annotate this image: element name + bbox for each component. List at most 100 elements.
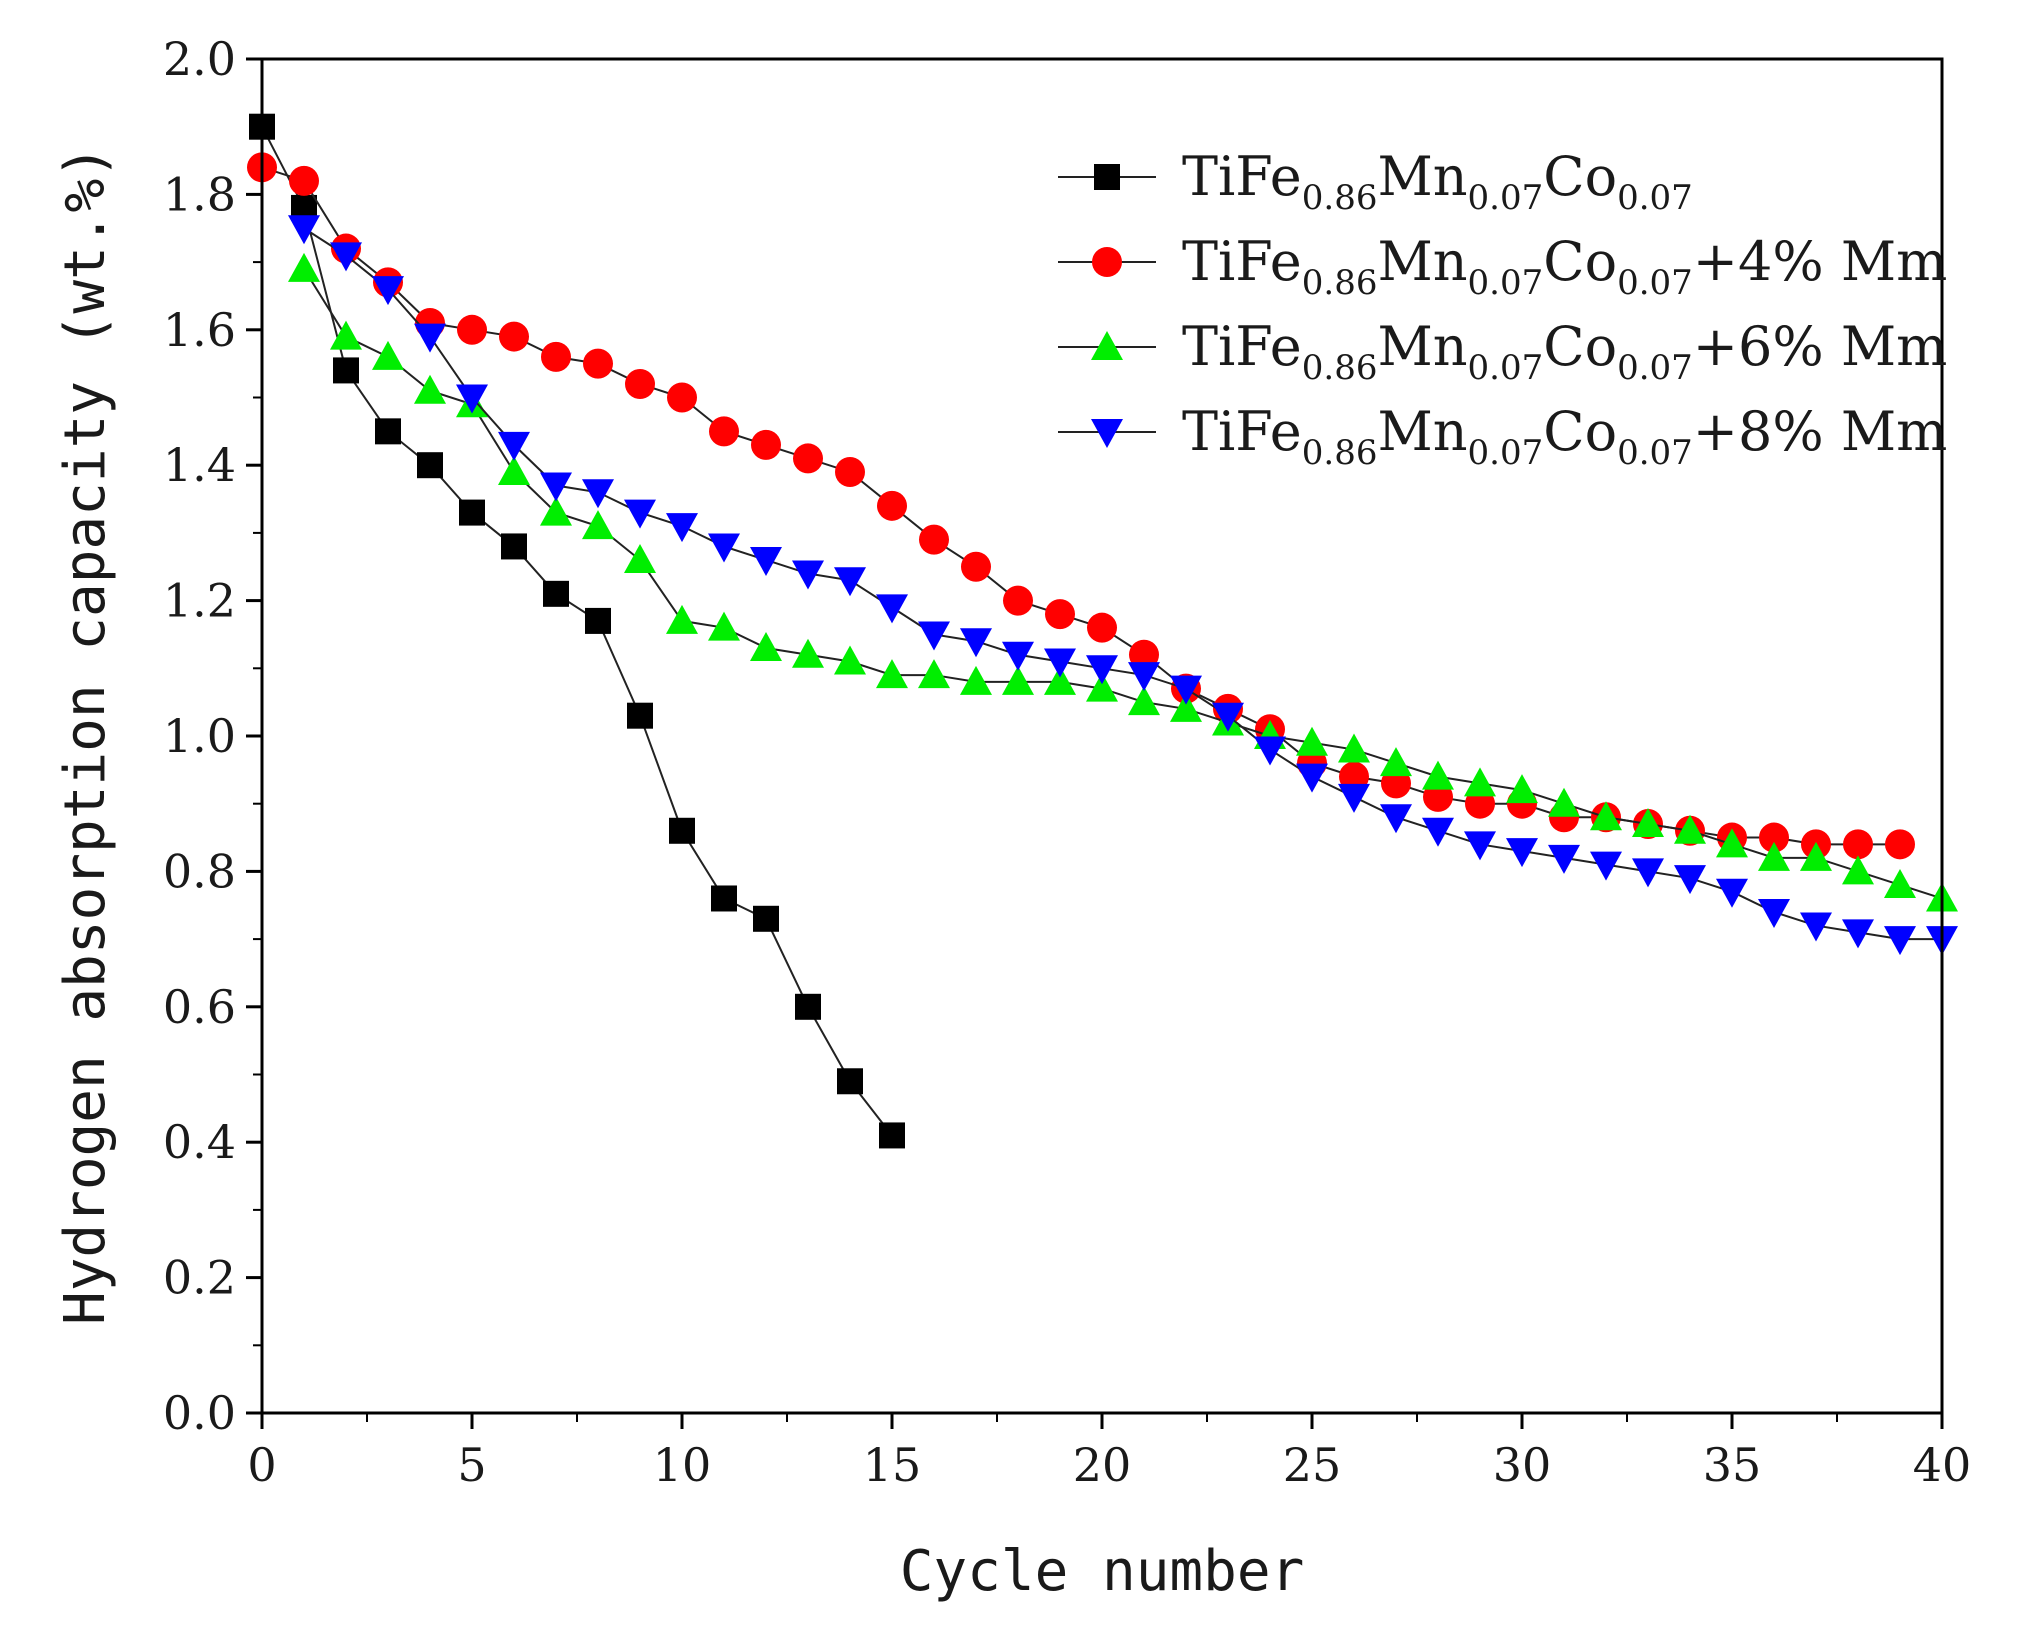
legend-label: TiFe0.86Mn0.07Co0.07+4% Mm — [1182, 230, 1947, 303]
data-point — [1003, 585, 1033, 616]
legend-entry-3: TiFe0.86Mn0.07Co0.07+6% Mm — [1058, 315, 1947, 388]
data-point — [667, 382, 697, 413]
data-point — [372, 276, 404, 306]
data-point — [961, 551, 991, 582]
data-point — [582, 510, 614, 540]
data-point — [1632, 808, 1664, 838]
data-point — [541, 341, 571, 372]
series-3 — [288, 252, 1958, 912]
data-point — [498, 431, 530, 461]
legend-marker — [1092, 247, 1122, 277]
data-point — [708, 533, 740, 563]
series-1 — [249, 113, 905, 1149]
data-point — [1002, 665, 1034, 695]
data-point — [708, 611, 740, 641]
data-point — [1086, 672, 1118, 702]
axis-labels: Cycle number Hydrogen absorption capacit… — [53, 145, 1304, 1604]
data-point — [625, 368, 655, 399]
data-point — [1506, 838, 1538, 868]
data-point — [1590, 851, 1622, 881]
data-point — [834, 645, 866, 675]
y-tick-label: 0.2 — [163, 1251, 236, 1305]
data-point — [1843, 829, 1873, 860]
data-point — [1884, 868, 1916, 898]
data-point — [627, 702, 653, 729]
data-point — [289, 165, 319, 196]
y-tick-label: 1.0 — [163, 709, 236, 763]
data-point — [1338, 733, 1370, 763]
data-point — [1759, 822, 1789, 853]
data-point — [1044, 648, 1076, 678]
data-point — [960, 665, 992, 695]
data-point — [1506, 774, 1538, 804]
data-point — [753, 905, 779, 932]
data-point — [1044, 665, 1076, 695]
y-tick-label: 1.4 — [163, 438, 236, 492]
series-4 — [288, 215, 1958, 956]
data-point — [457, 314, 487, 345]
plot-area — [247, 113, 1958, 1149]
data-point — [1758, 841, 1790, 871]
data-point — [835, 456, 865, 487]
legend-entry-2: TiFe0.86Mn0.07Co0.07+4% Mm — [1058, 230, 1947, 303]
data-point — [459, 499, 485, 526]
x-axis-title: Cycle number — [900, 1539, 1305, 1604]
data-point — [876, 594, 908, 624]
data-point — [624, 499, 656, 529]
data-point — [751, 429, 781, 460]
data-point — [1086, 655, 1118, 685]
data-point — [918, 621, 950, 651]
legend: TiFe0.86Mn0.07Co0.07 TiFe0.86Mn0.07Co0.07… — [1058, 145, 1947, 473]
data-point — [1885, 829, 1915, 860]
x-tick-label: 0 — [247, 1438, 276, 1492]
x-tick-label: 35 — [1703, 1438, 1762, 1492]
data-point — [1087, 612, 1117, 643]
x-tick-label: 20 — [1073, 1438, 1132, 1492]
data-point — [288, 215, 320, 245]
data-point — [543, 580, 569, 607]
legend-entry-1: TiFe0.86Mn0.07Co0.07 — [1058, 145, 1693, 218]
x-tick-label: 25 — [1283, 1438, 1342, 1492]
data-point — [1170, 675, 1202, 705]
data-point — [1338, 783, 1370, 813]
data-point — [709, 416, 739, 447]
data-point — [1590, 801, 1622, 831]
data-point — [1422, 760, 1454, 790]
data-point — [333, 357, 359, 384]
x-tick-label: 5 — [457, 1438, 486, 1492]
data-point — [876, 659, 908, 689]
data-point — [1842, 919, 1874, 949]
data-point — [456, 384, 488, 414]
data-point — [1296, 726, 1328, 756]
y-axis-title: Hydrogen absorption capacity (wt.%) — [53, 145, 118, 1325]
data-point — [919, 524, 949, 555]
data-point — [1254, 736, 1286, 766]
data-point — [1800, 841, 1832, 871]
data-point — [1212, 702, 1244, 732]
series-line — [303, 227, 1942, 941]
y-tick-label: 0.6 — [163, 980, 236, 1034]
data-point — [795, 993, 821, 1020]
data-point — [666, 604, 698, 634]
x-tick-label: 15 — [863, 1438, 922, 1492]
legend-label: TiFe0.86Mn0.07Co0.07+8% Mm — [1182, 400, 1947, 473]
data-point — [1674, 865, 1706, 895]
data-point — [501, 533, 527, 560]
data-point — [711, 885, 737, 912]
y-tick-label: 2.0 — [163, 32, 236, 86]
series-2 — [247, 152, 1915, 860]
data-point — [582, 479, 614, 509]
data-point — [1758, 899, 1790, 929]
axes: 0 5 10 15 20 25 30 35 40 0.0 0.2 0.4 0.6 0.8 1.0 1.2 1.4… — [163, 32, 1971, 1492]
data-point — [372, 340, 404, 370]
data-point — [792, 638, 824, 668]
data-point — [1842, 855, 1874, 885]
y-tick-label: 1.8 — [163, 167, 236, 221]
data-point — [624, 543, 656, 573]
series-line — [261, 126, 893, 1137]
data-point — [837, 1068, 863, 1095]
data-point — [375, 418, 401, 445]
data-point — [879, 1122, 905, 1149]
data-point — [1716, 828, 1748, 858]
